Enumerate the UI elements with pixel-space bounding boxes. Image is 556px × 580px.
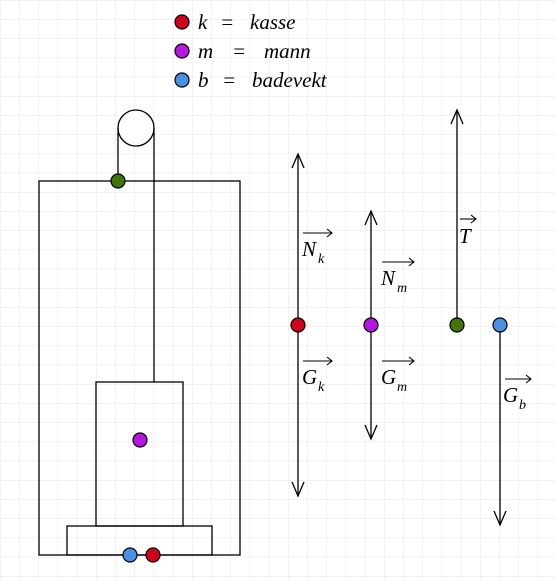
vector-letter: N: [301, 237, 317, 261]
legend-item-badevekt: b = badevekt: [174, 68, 328, 92]
legend-meaning-kasse: kasse: [250, 10, 296, 34]
kasse-color-dot: [174, 14, 190, 30]
vector-bar-arrow: [408, 257, 415, 267]
legend-symbol-m: m: [198, 39, 213, 63]
legend-symbol-k: k: [198, 10, 208, 34]
pulley-wheel: [117, 109, 155, 147]
gravity-badevekt-arrowhead: [493, 510, 507, 527]
vector-letter: G: [302, 365, 317, 389]
vector-subscript: k: [318, 380, 325, 395]
vector-bar-arrow: [470, 214, 477, 224]
label-N_m: N m: [380, 257, 415, 296]
vector-bar-arrow: [326, 228, 333, 238]
forces-kasse: [291, 152, 305, 498]
label-N_k: N k: [301, 228, 333, 267]
tension-arrowhead: [450, 108, 464, 125]
vector-bar-arrow: [525, 374, 532, 384]
gravity-mann-arrowhead: [364, 424, 378, 441]
label-T: T: [459, 214, 477, 248]
legend-item-kasse: k = kasse: [174, 10, 296, 34]
crate-dot: [145, 547, 161, 563]
forces-mann: [364, 209, 378, 441]
vector-subscript: m: [397, 281, 407, 296]
normal-force-kasse-arrowhead: [291, 152, 305, 169]
vector-subscript: b: [519, 398, 526, 413]
forces-tension: [450, 108, 464, 325]
normal-force-mann-arrowhead: [364, 209, 378, 226]
legend-eq-m: =: [232, 39, 246, 63]
legend-meaning-mann: mann: [264, 39, 311, 63]
scale-dot: [122, 547, 138, 563]
vector-bar-arrow: [326, 356, 333, 366]
label-G_m: G m: [381, 356, 415, 395]
legend-item-mann: m = mann: [174, 39, 311, 63]
man-mass-dot: [132, 432, 148, 448]
mann-point: [363, 317, 379, 333]
legend-eq-k: =: [220, 10, 234, 34]
legend-meaning-badevekt: badevekt: [252, 68, 328, 92]
label-G_k: G k: [302, 356, 333, 395]
legend-eq-b: =: [222, 68, 236, 92]
legend: k = kasse m = mann b = badevekt: [174, 10, 328, 92]
kasse-point: [290, 317, 306, 333]
vector-bar-arrow: [408, 356, 415, 366]
gravity-kasse-arrowhead: [291, 481, 305, 498]
crate-platform: [66, 525, 213, 556]
setup-drawing: [38, 109, 241, 556]
badevekt-color-dot: [174, 72, 190, 88]
rope-attachment-dot: [110, 173, 126, 189]
mann-color-dot: [174, 43, 190, 59]
forces-badevekt: [493, 325, 507, 527]
vector-letter: G: [503, 383, 518, 407]
label-G_b: G b: [503, 374, 532, 413]
rope-point: [449, 317, 465, 333]
vector-letter: N: [380, 266, 396, 290]
vector-subscript: k: [318, 252, 325, 267]
vector-letter: T: [459, 224, 472, 248]
badevekt-point: [492, 317, 508, 333]
legend-symbol-b: b: [198, 68, 209, 92]
vector-subscript: m: [397, 380, 407, 395]
vector-letter: G: [381, 365, 396, 389]
